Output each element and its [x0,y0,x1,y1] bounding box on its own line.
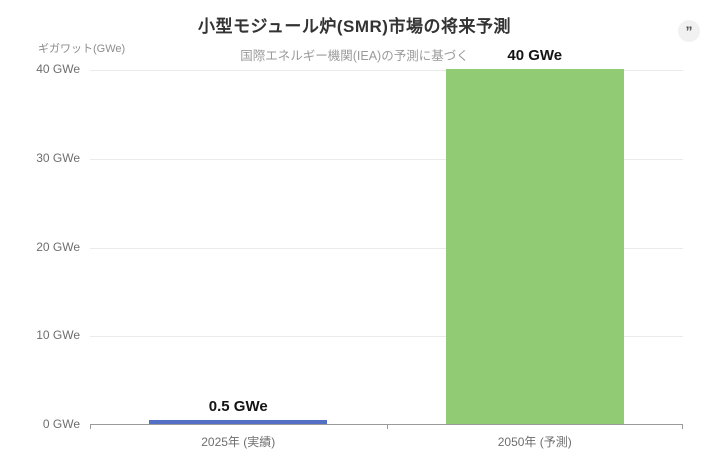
y-axis-title: ギガワット(GWe) [38,43,126,55]
x-category-label: 2050年 (予測) [497,435,572,449]
y-tick-label: 40 GWe [36,62,80,76]
plot-area: 0.5 GWe 40 GWe [90,47,683,429]
gridline [90,247,683,249]
x-axis-tick [386,424,388,429]
bar-value-label: 0.5 GWe [208,397,268,415]
chart-subtitle: 国際エネルギー機関(IEA)の予測に基づく [240,49,469,63]
x-category-label: 2025年 (実績) [201,435,276,449]
citation-button[interactable]: ” [678,20,700,42]
x-axis-tick [682,424,683,429]
y-tick-label: 10 GWe [36,328,80,343]
bar-value-label: 40 GWe [507,47,563,64]
quote-icon: ” [685,23,693,39]
gridline [90,70,683,71]
bar-1[interactable] [149,419,328,424]
chart-title: 小型モジュール炉(SMR)市場の将来予測 [198,17,511,36]
gridline [90,336,683,338]
gridline [90,158,683,160]
bar-2[interactable] [445,69,624,424]
x-axis-tick [90,424,91,429]
y-tick-label: 0 GWe [42,417,80,431]
y-tick-label: 30 GWe [36,150,80,165]
y-tick-label: 20 GWe [36,239,80,254]
